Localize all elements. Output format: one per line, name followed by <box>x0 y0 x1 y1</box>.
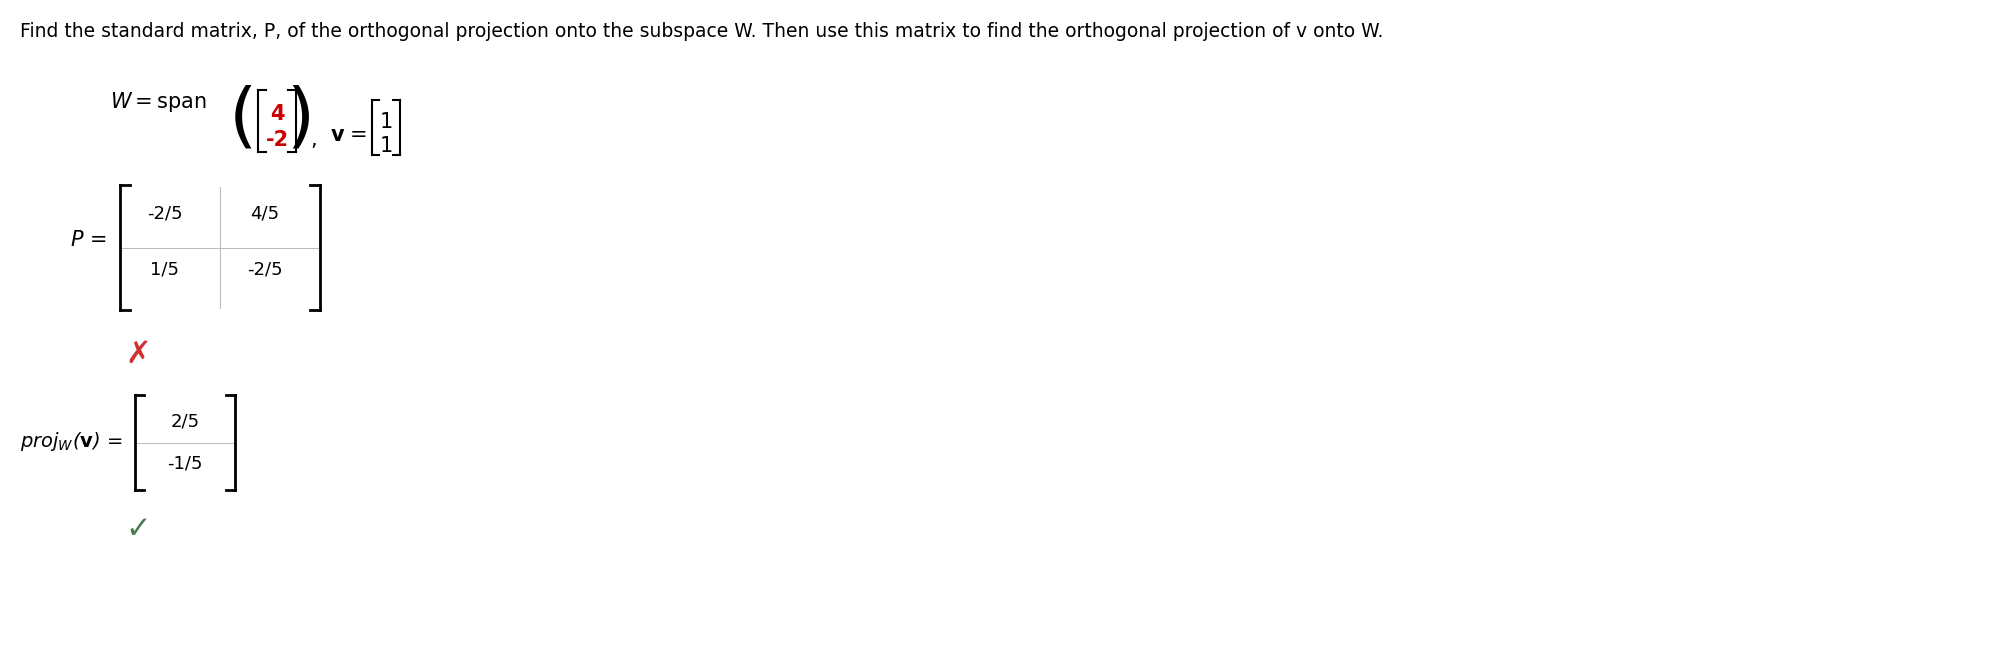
Text: $P$ =: $P$ = <box>70 230 106 250</box>
Text: 1: 1 <box>380 136 392 156</box>
Text: 2/5: 2/5 <box>170 413 200 431</box>
Text: =: = <box>350 125 368 145</box>
Text: -2/5: -2/5 <box>148 205 182 223</box>
Text: -2: -2 <box>266 130 288 150</box>
Text: ✓: ✓ <box>124 515 150 544</box>
Text: 4/5: 4/5 <box>250 205 280 223</box>
Text: 1/5: 1/5 <box>150 260 180 278</box>
Text: -1/5: -1/5 <box>168 455 202 473</box>
Text: ): ) <box>286 85 314 154</box>
Text: 4: 4 <box>270 104 284 124</box>
Text: ,: , <box>310 130 316 150</box>
Text: ✗: ✗ <box>124 340 150 369</box>
Text: (: ( <box>228 85 256 154</box>
Text: proj$_W$($\mathbf{v}$) =: proj$_W$($\mathbf{v}$) = <box>20 430 122 453</box>
Text: Find the standard matrix, P, of the orthogonal projection onto the subspace W. T: Find the standard matrix, P, of the orth… <box>20 22 1383 41</box>
Text: -2/5: -2/5 <box>248 260 282 278</box>
Text: $\mathbf{v}$: $\mathbf{v}$ <box>330 125 346 145</box>
Text: 1: 1 <box>380 112 392 132</box>
Text: $W = \mathrm{span}$: $W = \mathrm{span}$ <box>110 90 206 114</box>
